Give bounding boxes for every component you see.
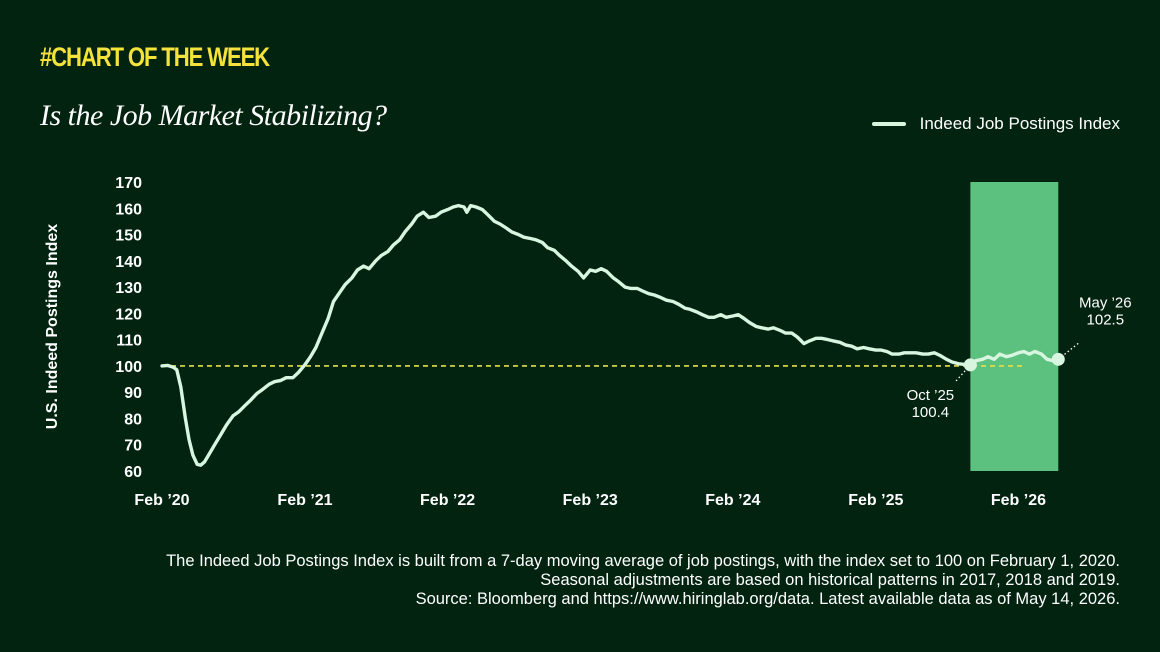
x-tick-label: Feb ’24 xyxy=(705,492,760,509)
annotation-label-0-1: 100.4 xyxy=(912,404,950,421)
y-tick-label: 150 xyxy=(115,228,142,245)
chart-footnote: The Indeed Job Postings Index is built f… xyxy=(166,552,1120,609)
y-tick-label: 70 xyxy=(124,438,142,455)
x-tick-label: Feb ’25 xyxy=(848,492,903,509)
y-tick-label: 90 xyxy=(124,385,142,402)
y-tick-label: 170 xyxy=(115,175,142,192)
y-tick-label: 100 xyxy=(115,359,142,376)
footnote-line-1: The Indeed Job Postings Index is built f… xyxy=(166,552,1120,570)
annotation-label-1-0: May ’26 xyxy=(1079,294,1132,311)
y-tick-label: 130 xyxy=(115,280,142,297)
annotation-point-1 xyxy=(1051,352,1065,366)
x-tick-label: Feb ’26 xyxy=(991,492,1046,509)
legend-label: Indeed Job Postings Index xyxy=(919,114,1120,133)
y-tick-label: 60 xyxy=(124,464,142,481)
y-tick-label: 120 xyxy=(115,306,142,323)
chart-title: Is the Job Market Stabilizing? xyxy=(40,99,387,132)
y-tick-label: 80 xyxy=(124,411,142,428)
y-axis-label: U.S. Indeed Postings Index xyxy=(44,224,61,429)
y-tick-label: 160 xyxy=(115,201,142,218)
annotation-point-0 xyxy=(963,358,977,372)
chart-legend: Indeed Job Postings Index xyxy=(871,114,1120,134)
y-tick-label: 110 xyxy=(116,333,142,350)
series-line-indeed-job-postings-index xyxy=(160,203,1060,467)
highlight-region xyxy=(970,182,1059,471)
annotation-label-0-0: Oct ’25 xyxy=(907,387,955,404)
x-tick-label: Feb ’22 xyxy=(420,492,475,509)
footnote-line-2: Seasonal adjustments are based on histor… xyxy=(540,571,1120,589)
x-tick-label: Feb ’20 xyxy=(134,492,189,509)
footnote-line-3: Source: Bloomberg and https://www.hiring… xyxy=(415,590,1120,608)
annotation-label-1-1: 102.5 xyxy=(1087,311,1125,328)
y-tick-label: 140 xyxy=(115,254,142,271)
chart-kicker: #CHART OF THE WEEK xyxy=(40,42,270,72)
legend-line-swatch xyxy=(871,122,906,126)
x-tick-label: Feb ’23 xyxy=(563,492,618,509)
x-tick-label: Feb ’21 xyxy=(277,492,332,509)
